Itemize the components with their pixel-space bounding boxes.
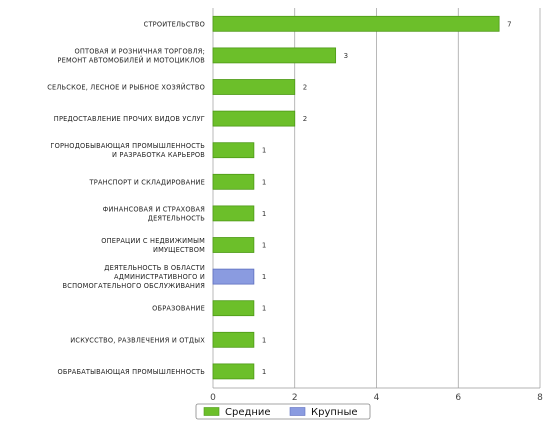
bar-value-label: 1 [262, 336, 266, 344]
legend-swatch [289, 407, 306, 416]
bar [212, 110, 296, 127]
bar [212, 237, 255, 253]
bar [212, 363, 255, 380]
bar-value-label: 1 [262, 210, 266, 218]
bar [212, 173, 255, 190]
category-label: СТРОИТЕЛЬСТВО [144, 20, 205, 28]
bar-value-label: 1 [262, 273, 266, 281]
category-label: ОБРАБАТЫВАЮЩАЯ ПРОМЫШЛЕННОСТЬ [57, 368, 205, 376]
bar [212, 331, 255, 348]
category-label: ПРЕДОСТАВЛЕНИЕ ПРОЧИХ ВИДОВ УСЛУГ [54, 115, 205, 123]
x-tick-label: 2 [292, 393, 298, 403]
category-label: ГОРНОДОБЫВАЮЩАЯ ПРОМЫШЛЕННОСТЬ И РАЗРАБОТ… [50, 142, 205, 159]
bar [212, 300, 255, 317]
bar-value-label: 2 [303, 115, 307, 123]
bar-value-label: 3 [344, 52, 348, 60]
x-axis-ticks: 0 2 4 6 8 [210, 393, 543, 403]
x-tick-label: 8 [537, 393, 543, 403]
bar-value-label: 1 [262, 242, 266, 250]
bar-value-label: 1 [262, 368, 266, 376]
bar-value-label: 1 [262, 178, 266, 186]
category-label: ТРАНСПОРТ И СКЛАДИРОВАНИЕ [89, 178, 205, 186]
bar [212, 142, 255, 159]
bar [212, 268, 255, 285]
category-labels: СТРОИТЕЛЬСТВО ОПТОВАЯ И РОЗНИЧНАЯ ТОРГОВЛ… [47, 20, 205, 376]
category-label: ИСКУССТВО, РАЗВЛЕЧЕНИЯ И ОТДЫХ [70, 336, 205, 344]
legend-box [195, 403, 371, 420]
bar-value-label: 1 [262, 147, 266, 155]
category-label: ОПЕРАЦИИ С НЕДВИЖИМЫМ ИМУЩЕСТВОМ [101, 237, 205, 254]
bar [212, 205, 255, 222]
bar-value-label: 2 [303, 84, 307, 92]
category-label: ФИНАНСОВАЯ И СТРАХОВАЯ ДЕЯТЕЛЬНОСТЬ [103, 205, 206, 222]
x-tick-label: 0 [210, 393, 216, 403]
category-label: ДЕЯТЕЛЬНОСТЬ В ОБЛАСТИ АДМИНИСТРАТИВНОГО … [63, 264, 205, 290]
category-label: ОПТОВАЯ И РОЗНИЧНАЯ ТОРГОВЛЯ; РЕМОНТ АВТО… [57, 47, 205, 64]
value-labels: 7 3 2 2 1 1 1 1 1 1 1 1 [262, 20, 512, 376]
bar [212, 47, 337, 64]
bars [212, 15, 500, 380]
category-label: ОБРАЗОВАНИЕ [152, 305, 205, 313]
bar-value-label: 1 [262, 305, 266, 313]
category-label: СЕЛЬСКОЕ, ЛЕСНОЕ И РЫБНОЕ ХОЗЯЙСТВО [47, 83, 205, 92]
bar-value-label: 7 [507, 20, 511, 28]
legend-label: Средние [225, 407, 271, 418]
bar [212, 79, 296, 95]
bar [212, 15, 500, 32]
x-tick-label: 4 [374, 393, 380, 403]
x-tick-label: 6 [455, 393, 461, 403]
legend-label: Крупные [311, 407, 358, 418]
grid-lines [212, 8, 541, 389]
legend-swatch [203, 407, 220, 416]
legend: Средние Крупные [195, 403, 371, 420]
